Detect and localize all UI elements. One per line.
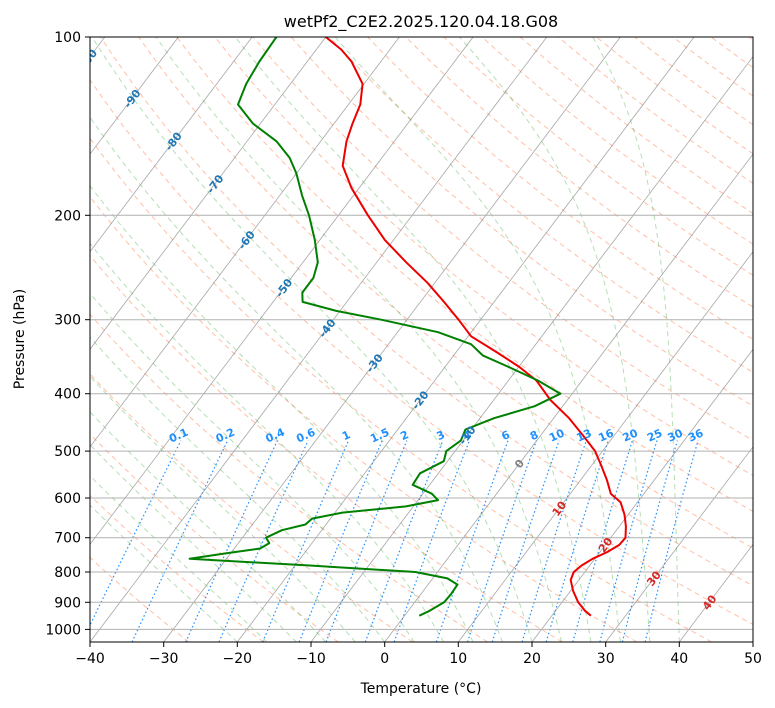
y-tick-label: 100 <box>54 30 81 46</box>
x-tick-label: 30 <box>597 651 615 667</box>
dry-adiabat <box>90 254 563 642</box>
mixing-ratio-label: 10 <box>547 426 567 444</box>
y-axis-ticks: 100 200 300 400 500 600 700 800 900 1000 <box>45 30 90 638</box>
dry-adiabat <box>90 137 712 642</box>
x-tick-label: −40 <box>75 651 105 667</box>
dewpoint-trace <box>188 37 562 617</box>
isotherm <box>384 153 753 642</box>
mixing-ratio-label: 30 <box>666 426 686 444</box>
mixing-ratio-line <box>572 440 633 642</box>
x-tick-label: −30 <box>149 651 179 667</box>
dry-adiabat <box>176 37 753 513</box>
dry-adiabat <box>90 556 190 642</box>
mixing-ratio-label: 13 <box>574 427 593 445</box>
isotherm <box>90 37 179 155</box>
y-tick-label: 500 <box>54 444 81 460</box>
dry-adiabat <box>90 373 414 642</box>
isotherm <box>90 37 400 448</box>
y-axis-label: Pressure (hPa) <box>12 289 28 389</box>
isotherm <box>90 37 253 253</box>
isotherm <box>236 37 695 642</box>
dry-adiabat <box>329 37 753 373</box>
moist-adiabat <box>155 37 562 642</box>
moist-adiabat <box>459 37 651 642</box>
dry-adiabat <box>90 196 638 642</box>
moist-adiabat <box>90 475 268 642</box>
x-tick-label: 20 <box>523 651 541 667</box>
mixing-ratio-line <box>599 440 658 642</box>
mixing-ratio-line <box>393 440 470 642</box>
y-tick-label: 700 <box>54 531 81 547</box>
mixing-ratio-line <box>435 440 509 642</box>
y-tick-label: 400 <box>54 387 81 403</box>
moist-adiabat <box>90 184 474 642</box>
chart-title: wetPf2_C2E2.2025.120.04.18.G08 <box>284 12 558 32</box>
mixing-ratio-label: 25 <box>645 427 664 445</box>
x-axis-ticks: −40 −30 −20 −10 0 10 20 30 40 50 <box>75 642 762 667</box>
isotherm <box>163 37 621 642</box>
x-tick-label: 10 <box>449 651 467 667</box>
isotherm <box>605 446 753 642</box>
mixing-ratio-label: 36 <box>686 426 706 444</box>
moist-adiabat <box>235 37 592 642</box>
temperature-trace <box>325 37 627 617</box>
mixing-ratio-line <box>90 440 182 627</box>
y-tick-label: 600 <box>54 491 81 507</box>
moist-adiabat <box>90 242 445 642</box>
mixing-ratio-line <box>545 440 609 642</box>
x-axis-label: Temperature (°C) <box>360 681 482 697</box>
mixing-ratio-label: 16 <box>596 426 616 444</box>
dry-adiabat <box>214 37 753 477</box>
isotherm <box>457 251 753 642</box>
moist-adiabats <box>90 37 680 642</box>
moist-adiabat <box>334 37 621 642</box>
mixing-ratio-label: 20 <box>621 426 641 444</box>
isotherm <box>90 37 548 642</box>
mixing-ratio-line <box>262 440 350 642</box>
plot-area: 0.10.20.40.611.52346810131620253036-100-… <box>90 37 753 642</box>
x-tick-label: −20 <box>223 651 253 667</box>
sounding-traces <box>188 37 627 617</box>
mixing-ratio-line <box>218 440 309 642</box>
isotherm <box>310 55 753 642</box>
y-tick-label: 300 <box>54 313 81 329</box>
x-tick-label: −10 <box>296 651 326 667</box>
moist-adiabat <box>90 411 327 642</box>
mixing-ratio-line <box>621 440 678 642</box>
mixing-ratio-line <box>521 440 587 642</box>
mixing-ratio-line <box>644 440 699 642</box>
x-tick-label: 0 <box>380 651 389 667</box>
plot-frame <box>89 36 754 643</box>
moist-adiabat <box>90 116 503 642</box>
y-tick-label: 200 <box>54 208 81 224</box>
isotherm <box>90 37 474 546</box>
dry-adiabat <box>90 78 753 625</box>
isotherm <box>90 37 327 350</box>
moist-adiabat <box>90 444 297 642</box>
isotherm <box>531 348 753 642</box>
isotherms <box>90 37 753 642</box>
moist-adiabat <box>592 37 680 642</box>
moist-adiabat <box>90 375 356 642</box>
x-tick-label: 40 <box>670 651 688 667</box>
x-tick-label: 50 <box>744 651 762 667</box>
pressure-gridlines <box>90 37 753 630</box>
dry-adiabat <box>405 37 753 308</box>
y-tick-label: 800 <box>54 565 81 581</box>
y-tick-label: 900 <box>54 595 81 611</box>
y-tick-label: 1000 <box>45 622 81 638</box>
